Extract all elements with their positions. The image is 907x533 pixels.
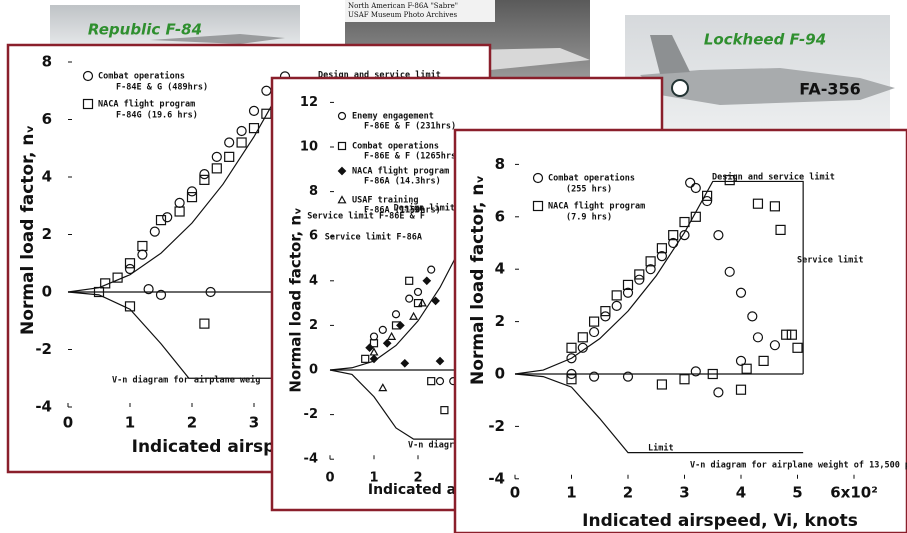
- legend-entry: Combat operations: [548, 173, 635, 184]
- page: Republic F-84 North American F-86A "Sabr…: [0, 0, 907, 533]
- annotation: Service limit F-86A: [325, 232, 422, 243]
- y-tick-label: 4: [495, 260, 505, 278]
- y-tick-label: -4: [488, 469, 505, 487]
- legend-entry: F-84G (19.6 hrs): [116, 111, 198, 121]
- y-tick-label: 0: [309, 363, 318, 378]
- annotation: Service limit F-86E & F: [307, 211, 425, 222]
- photo-f84: Republic F-84: [50, 5, 300, 47]
- y-tick-label: 10: [300, 140, 318, 155]
- photo-caption: USAF Museum Photo Archives: [348, 11, 457, 19]
- legend-entry: F-84E & G (489hrs): [116, 83, 208, 93]
- y-tick-label: 8: [309, 184, 318, 199]
- x-tick-label: 2: [187, 414, 197, 432]
- y-tick-label: 4: [309, 273, 318, 288]
- x-axis-title: Indicated a: [368, 482, 456, 498]
- y-tick-label: 2: [309, 318, 318, 333]
- legend-entry: NACA flight program: [98, 99, 195, 110]
- y-tick-label: 6: [309, 229, 318, 244]
- photo-label: Lockheed F-94: [704, 31, 826, 49]
- y-axis-title: Normal load factor, nᵥ: [287, 207, 305, 392]
- annotation: V-n diagram for airplane weight of 13,50…: [690, 460, 907, 471]
- x-tick-label: 0: [63, 414, 73, 432]
- x-tick-label: 0: [510, 484, 520, 502]
- y-tick-label: 8: [42, 53, 52, 71]
- y-tick-label: 0: [495, 365, 505, 383]
- y-tick-label: 0: [42, 283, 52, 301]
- y-axis-title: Normal load factor, nᵥ: [18, 125, 38, 335]
- legend-entry: NACA flight program: [352, 166, 449, 177]
- y-tick-label: -4: [35, 398, 52, 416]
- photo-label: Republic F-84: [88, 21, 202, 39]
- panel-background: [455, 130, 907, 533]
- annotation: Design and service limit: [712, 172, 835, 183]
- x-tick-label: 1: [125, 414, 135, 432]
- legend-entry: Enemy engagement: [352, 112, 434, 122]
- y-tick-label: 12: [300, 95, 318, 110]
- legend-entry: Combat operations: [352, 141, 439, 152]
- annotation: Service limit: [797, 255, 864, 266]
- annotation: Limit: [648, 443, 674, 454]
- legend-entry: F-86E & F (231hrs): [364, 122, 456, 132]
- y-tick-label: 2: [495, 312, 505, 330]
- x-tick-label: 0: [325, 471, 334, 486]
- aircraft-marking: FA-356: [799, 80, 861, 99]
- x-tick-label: 1: [566, 484, 576, 502]
- y-tick-label: 6: [42, 110, 52, 128]
- chart-panel: -4 -2 0 2 4 6 8 0 1 2 3 4 5 6x10² Normal load factor, …: [455, 130, 907, 533]
- legend-entry: (7.9 hrs): [566, 213, 612, 223]
- legend-entry: Combat operations: [98, 71, 185, 82]
- y-axis-title: Normal load factor, nᵥ: [468, 175, 488, 385]
- legend-entry: F-86E & F (1265hrs): [364, 152, 461, 162]
- x-axis-title: Indicated airspeed, Vi, knots: [582, 511, 858, 531]
- x-tick-label: 5: [792, 484, 802, 502]
- y-tick-label: 6: [495, 207, 505, 225]
- y-tick-label: -4: [304, 452, 318, 467]
- x-tick-label: 4: [736, 484, 746, 502]
- y-tick-label: 4: [42, 168, 52, 186]
- x-tick-label: 6x10²: [830, 484, 878, 502]
- legend-entry: (255 hrs): [566, 185, 612, 195]
- x-tick-label: 3: [679, 484, 689, 502]
- legend-entry: F-86A (14.3hrs): [364, 177, 441, 187]
- y-tick-label: 8: [495, 155, 505, 173]
- legend-entry: NACA flight program: [548, 201, 645, 212]
- x-tick-label: 2: [623, 484, 633, 502]
- y-tick-label: -2: [35, 340, 52, 358]
- y-tick-label: -2: [488, 417, 505, 435]
- photo-caption: North American F-86A "Sabre": [348, 2, 458, 10]
- x-tick-label: 3: [249, 414, 259, 432]
- y-tick-label: 2: [42, 225, 52, 243]
- photo-f94: Lockheed F-94 FA-356: [625, 15, 895, 130]
- y-tick-label: -2: [304, 407, 318, 422]
- annotation: V-n diagram for airplane weig: [112, 375, 260, 386]
